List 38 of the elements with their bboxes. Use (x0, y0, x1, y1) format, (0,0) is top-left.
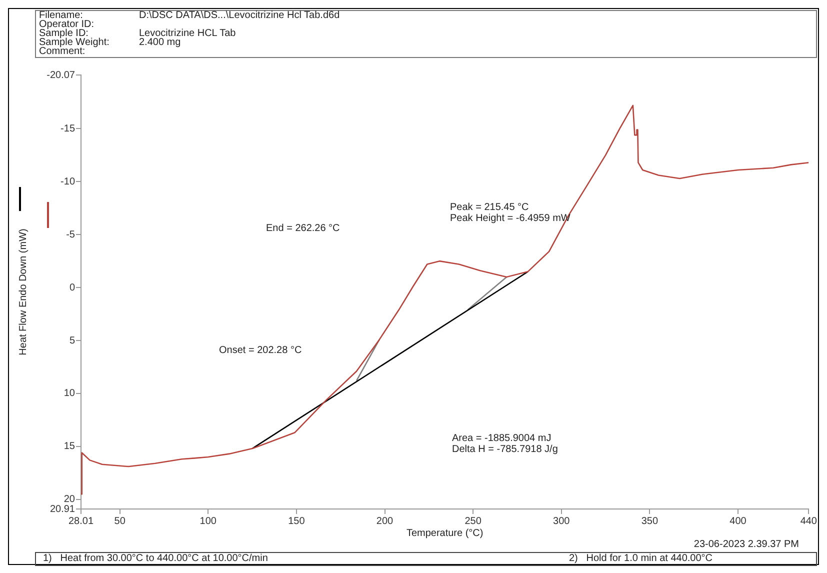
y-tick-label: 10 (64, 388, 76, 400)
text: 2) Hold for 1.0 min at 440.00°C (569, 553, 713, 564)
y-tick-label: 0 (69, 282, 76, 294)
y-tick-label: -10 (60, 176, 76, 188)
text: Sample Weight: (39, 37, 110, 48)
x-tick-label: 28.01 (68, 516, 94, 527)
y-tick-label: 20.91 (50, 504, 76, 515)
text: Levocitrizine HCL Tab (139, 28, 236, 39)
text: 1) Heat from 30.00°C to 440.00°C at 10.00°C/min (43, 553, 268, 564)
y-axis-title: Heat Flow Endo Down (mW) (18, 228, 29, 356)
x-tick-label: 150 (288, 516, 306, 527)
text: D:\DSC DATA\DS...\Levocitrizine Hcl Tab.d6d (139, 10, 340, 21)
y-tick-label: -15 (60, 123, 76, 134)
text: Operator ID: (39, 19, 94, 30)
x-tick-label: 250 (464, 516, 482, 527)
text: Sample ID: (39, 28, 88, 39)
annotation: End = 262.26 °C (266, 223, 340, 234)
x-tick-label: 200 (376, 516, 394, 527)
y-tick-label: 15 (64, 441, 76, 452)
x-tick-label: 50 (114, 516, 126, 527)
text: Comment: (39, 46, 86, 57)
annotation: Onset = 202.28 °C (219, 345, 302, 356)
y-tick-label: -20.07 (46, 70, 76, 81)
text: 23-06-2023 2.39.37 PM (692, 539, 799, 550)
annotation: Peak = 215.45 °C (450, 202, 529, 213)
x-tick-label: 350 (641, 516, 658, 527)
x-axis-title: Temperature (°C) (406, 528, 484, 539)
x-tick-label: 400 (730, 516, 747, 527)
text: 2.400 mg (139, 37, 181, 48)
annotation: Area = -1885.9004 mJ (452, 433, 552, 444)
y-tick-label: -5 (66, 229, 76, 240)
x-tick-label: 300 (553, 516, 570, 527)
y-tick-label: 5 (69, 335, 76, 346)
x-tick-label: 440 (800, 516, 818, 527)
y-tick-label: 20 (64, 494, 76, 506)
annotation: Delta H = -785.7918 J/g (452, 444, 558, 455)
text: Filename: (39, 10, 83, 21)
x-tick-label: 100 (200, 516, 217, 527)
